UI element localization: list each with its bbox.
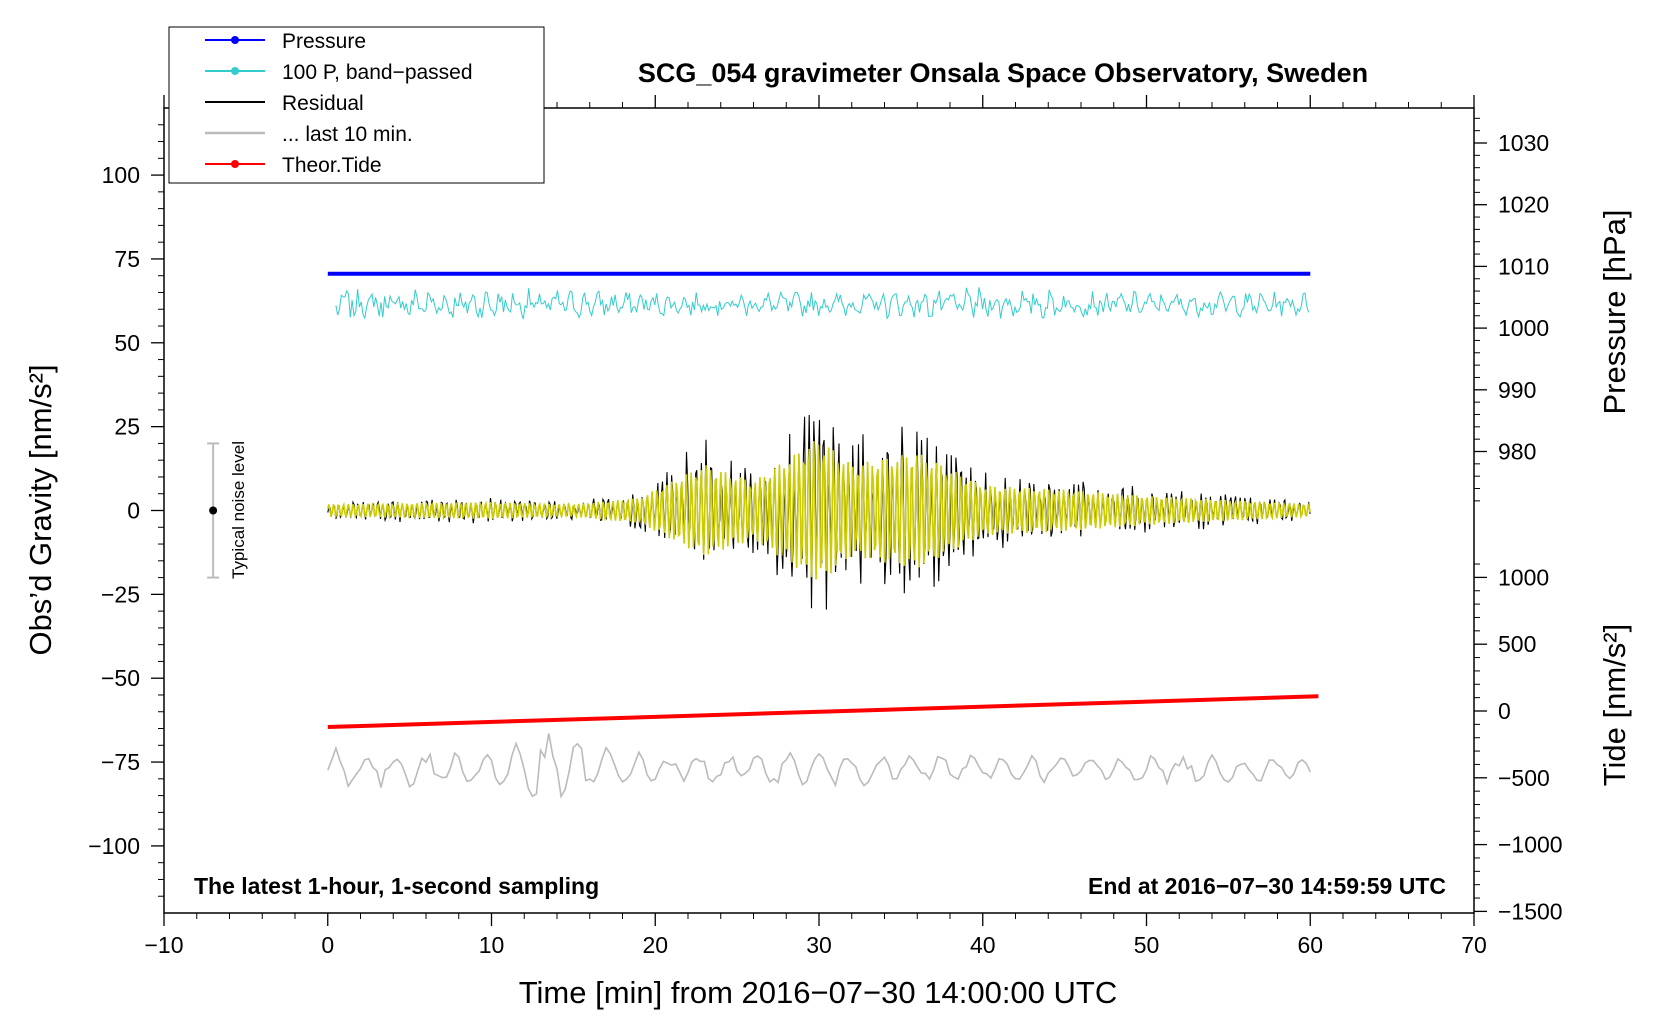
tide-tick-label-4: −1000 — [1498, 832, 1563, 858]
x-axis-title: Time [min] from 2016−07−30 14:00:00 UTC — [519, 975, 1118, 1010]
legend-label-bandpassed: 100 P, band−passed — [282, 61, 473, 84]
noise-bar — [207, 442, 220, 579]
y-tick-label-8: −100 — [88, 833, 140, 859]
legend-label-residual: Residual — [282, 92, 364, 115]
series-theor-tide — [327, 694, 1319, 729]
legend-box — [168, 26, 545, 184]
x-tick-label-0: −10 — [144, 932, 183, 958]
legend-label-last-10-min: ... last 10 min. — [282, 123, 413, 146]
legend-marker-4 — [231, 160, 239, 168]
x-tick-label-7: 60 — [1297, 932, 1323, 958]
chart-title: SCG_054 gravimeter Onsala Space Observat… — [638, 58, 1368, 88]
tide-tick-label-0: 1000 — [1498, 564, 1549, 590]
pressure-tick-label-3: 1000 — [1498, 315, 1549, 341]
x-tick-label-6: 50 — [1134, 932, 1160, 958]
y-tick-label-7: −75 — [101, 749, 140, 775]
series-layer — [327, 271, 1319, 799]
y-tick-label-4: 0 — [127, 498, 140, 524]
noise-bar-center — [209, 506, 218, 515]
y-axis-title-pressure: Pressure [hPa] — [1597, 209, 1632, 414]
x-tick-label-1: 0 — [321, 932, 334, 958]
y-tick-label-0: 100 — [102, 162, 140, 188]
x-tick-label-2: 10 — [479, 932, 505, 958]
ticks-layer: −10 0 10 20 30 40 50 60 701007550250−25−50−75−10… — [88, 95, 1563, 958]
tide-tick-label-3: −500 — [1498, 765, 1550, 791]
pressure-tick-label-2: 1010 — [1498, 253, 1549, 279]
series-residual-filtered — [327, 441, 1311, 580]
legend-label-theor-tide: Theor.Tide — [282, 154, 382, 177]
series-pressure-bandpassed — [335, 287, 1310, 320]
pressure-tick-label-5: 980 — [1498, 439, 1536, 465]
y-tick-label-5: −25 — [101, 581, 140, 607]
x-tick-label-5: 40 — [970, 932, 996, 958]
annotation-end-time: End at 2016−07−30 14:59:59 UTC — [1088, 873, 1446, 899]
tide-tick-label-5: −1500 — [1498, 898, 1563, 924]
y-tick-label-3: 25 — [114, 414, 140, 440]
noise-bar-label: Typical noise level — [229, 441, 248, 579]
y-tick-label-6: −50 — [101, 665, 140, 691]
legend-label-pressure: Pressure — [282, 30, 366, 53]
pressure-tick-label-1: 1020 — [1498, 192, 1549, 218]
legend-marks — [205, 36, 265, 168]
pressure-tick-label-4: 990 — [1498, 377, 1536, 403]
pressure-tick-label-0: 1030 — [1498, 130, 1549, 156]
legend: Pressure 100 P, band−passed Residual ...… — [168, 26, 545, 184]
y-axis-title-left: Obs’d Gravity [nm/s²] — [23, 364, 58, 655]
legend-marker-1 — [231, 67, 239, 75]
x-tick-label-4: 30 — [806, 932, 832, 958]
annotation-sampling: The latest 1-hour, 1-second sampling — [194, 873, 599, 899]
tide-tick-label-2: 0 — [1498, 698, 1511, 724]
legend-marker-0 — [231, 36, 239, 44]
x-tick-label-3: 20 — [642, 932, 668, 958]
tide-tick-label-1: 500 — [1498, 631, 1536, 657]
x-tick-label-8: 70 — [1461, 932, 1487, 958]
y-tick-label-2: 50 — [114, 330, 140, 356]
y-tick-label-1: 75 — [114, 246, 140, 272]
y-axis-title-tide: Tide [nm/s²] — [1597, 624, 1632, 787]
series-last-10-min — [327, 733, 1312, 799]
